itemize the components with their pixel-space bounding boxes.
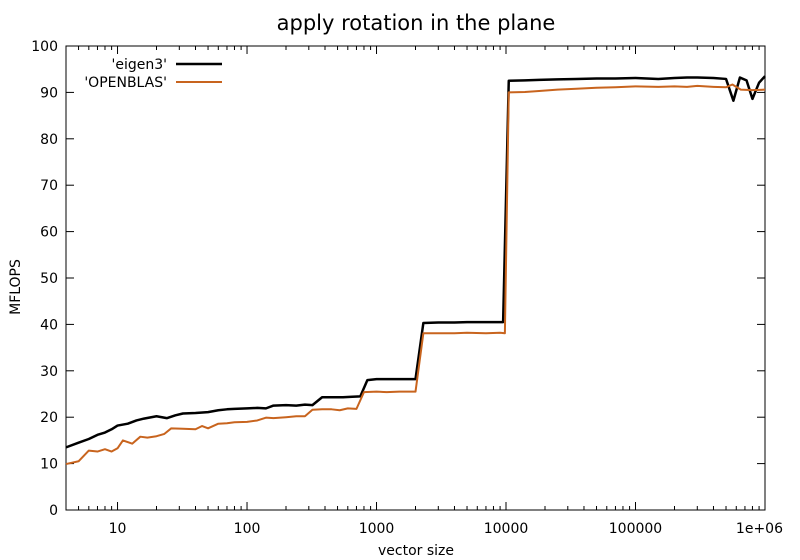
x-tick-label: 10000 (484, 521, 529, 537)
x-tick-label: 1e+06 (736, 521, 783, 537)
y-tick-label: 0 (49, 503, 58, 519)
y-tick-label: 40 (40, 317, 58, 333)
legend-label-1: 'OPENBLAS' (84, 75, 167, 91)
plot-area: 0 10 20 30 40 50 60 70 80 90 100 10 100 1000 10000 1000… (31, 39, 783, 537)
y-tick-label: 50 (40, 271, 58, 287)
y-tick-label: 70 (40, 178, 58, 194)
y-tick-label: 30 (40, 364, 58, 380)
x-tick-label: 100 (234, 521, 261, 537)
chart-title: apply rotation in the plane (277, 11, 556, 35)
y-tick-label: 20 (40, 410, 58, 426)
y-axis-label: MFLOPS (8, 259, 24, 315)
x-tick-label: 10 (109, 521, 127, 537)
plot-frame (65, 45, 766, 511)
x-axis-label: vector size (378, 543, 454, 559)
legend-label-0: 'eigen3' (112, 57, 167, 73)
y-tick-label: 100 (31, 39, 58, 55)
series-line-0 (65, 75, 766, 449)
x-tick-label: 100000 (609, 521, 662, 537)
legend: 'eigen3' 'OPENBLAS' (84, 57, 222, 91)
series-line-1 (65, 83, 766, 466)
y-tick-label: 10 (40, 457, 58, 473)
y-tick-label: 60 (40, 225, 58, 241)
y-tick-label: 90 (40, 85, 58, 101)
y-tick-label: 80 (40, 132, 58, 148)
x-tick-label: 1000 (359, 521, 395, 537)
